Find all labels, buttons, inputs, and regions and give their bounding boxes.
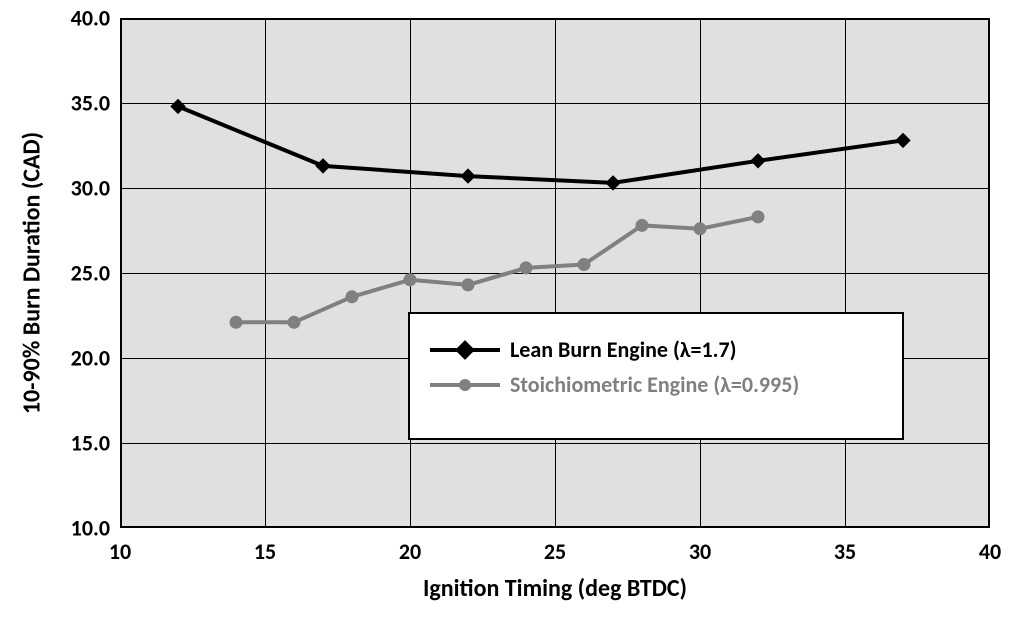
series-marker	[896, 133, 910, 147]
series-marker	[288, 316, 300, 328]
series-marker	[636, 219, 648, 231]
legend-swatch	[430, 373, 500, 397]
legend: Lean Burn Engine (λ=1.7) Stoichiometric E…	[408, 312, 904, 440]
series-marker	[606, 176, 620, 190]
series-marker	[346, 291, 358, 303]
series-line	[178, 106, 903, 182]
series-marker	[461, 169, 475, 183]
legend-item: Stoichiometric Engine (λ=0.995)	[430, 371, 882, 398]
y-axis-title: 10-90% Burn Duration (CAD)	[18, 132, 47, 414]
series-marker	[316, 159, 330, 173]
legend-item: Lean Burn Engine (λ=1.7)	[430, 336, 882, 363]
legend-label: Stoichiometric Engine (λ=0.995)	[510, 371, 799, 398]
burn-duration-chart: 10152025303540 10.015.020.025.030.035.04…	[0, 0, 1014, 642]
legend-label: Lean Burn Engine (λ=1.7)	[510, 336, 737, 363]
series-line	[236, 217, 758, 322]
series-marker	[752, 211, 764, 223]
legend-swatch	[430, 338, 500, 362]
x-axis-title: Ignition Timing (deg BTDC)	[423, 574, 687, 603]
series-marker	[751, 154, 765, 168]
series-marker	[462, 279, 474, 291]
series-marker	[694, 223, 706, 235]
series-marker	[230, 316, 242, 328]
series-marker	[578, 259, 590, 271]
series-marker	[404, 274, 416, 286]
series-marker	[520, 262, 532, 274]
series-marker	[171, 99, 185, 113]
